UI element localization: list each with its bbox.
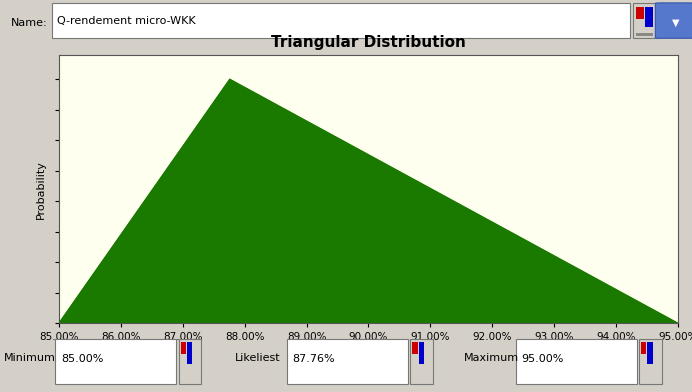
FancyBboxPatch shape [410, 339, 433, 385]
Title: Triangular Distribution: Triangular Distribution [271, 34, 466, 49]
Bar [636, 7, 644, 18]
Bar [419, 342, 424, 364]
Bar [641, 342, 646, 354]
FancyBboxPatch shape [55, 339, 176, 385]
Text: 85.00%: 85.00% [61, 354, 103, 365]
FancyBboxPatch shape [516, 339, 637, 385]
Bar [181, 342, 186, 354]
FancyBboxPatch shape [639, 339, 662, 385]
Text: 87.76%: 87.76% [293, 354, 336, 365]
Y-axis label: Probability: Probability [35, 160, 46, 219]
FancyBboxPatch shape [633, 3, 659, 38]
Bar [636, 33, 653, 36]
Text: Minimum: Minimum [3, 352, 55, 363]
Text: Name:: Name: [10, 18, 47, 28]
FancyBboxPatch shape [655, 3, 692, 38]
FancyBboxPatch shape [179, 339, 201, 385]
FancyBboxPatch shape [52, 3, 630, 38]
FancyBboxPatch shape [287, 339, 408, 385]
Bar [647, 342, 653, 364]
Bar [187, 342, 192, 364]
Text: Maximum: Maximum [464, 352, 519, 363]
Text: Q-rendement micro-WKK: Q-rendement micro-WKK [57, 16, 195, 25]
Bar [412, 342, 418, 354]
Polygon shape [59, 79, 678, 323]
Bar [645, 7, 653, 27]
Text: Likeliest: Likeliest [235, 352, 281, 363]
Text: ▼: ▼ [672, 18, 679, 28]
Text: 95.00%: 95.00% [521, 354, 563, 365]
